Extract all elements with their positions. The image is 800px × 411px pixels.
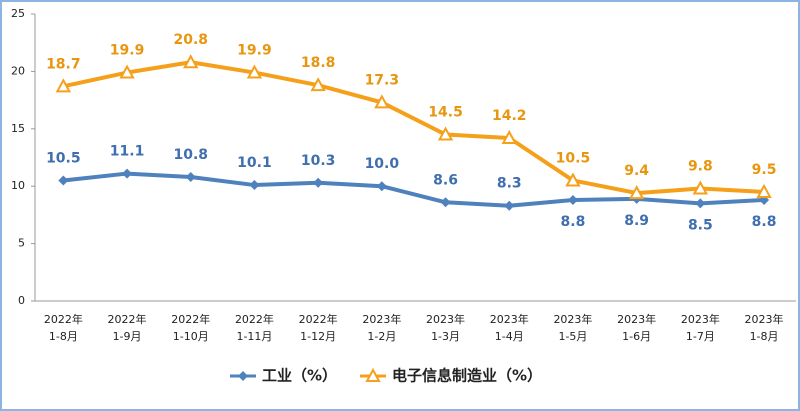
x-tick-label: 2022年 — [171, 312, 210, 326]
value-label: 9.5 — [752, 162, 777, 178]
value-label: 8.3 — [497, 176, 522, 192]
value-label: 10.8 — [173, 147, 208, 163]
x-tick-label: 1-4月 — [495, 330, 524, 343]
x-tick-label: 1-2月 — [367, 330, 396, 343]
x-tick-label: 1-7月 — [686, 330, 715, 343]
x-tick-label: 1-8月 — [49, 330, 78, 343]
x-tick-label: 2023年 — [553, 312, 592, 326]
y-tick-label: 15 — [11, 122, 25, 135]
y-tick-label: 25 — [11, 7, 25, 20]
legend-marker — [238, 371, 248, 381]
value-label: 19.9 — [237, 43, 272, 59]
point — [310, 77, 326, 92]
x-tick-label: 2023年 — [681, 312, 720, 326]
point — [567, 194, 578, 205]
point — [440, 197, 451, 208]
y-tick-label: 0 — [18, 294, 25, 307]
point — [122, 168, 133, 179]
point — [246, 64, 263, 79]
value-label: 10.5 — [46, 150, 81, 166]
point — [565, 172, 581, 187]
point — [501, 129, 517, 144]
value-label: 11.1 — [110, 144, 145, 160]
y-tick-label: 5 — [18, 237, 25, 250]
value-label: 10.1 — [237, 155, 272, 171]
value-label: 14.2 — [492, 108, 527, 124]
x-tick-label: 1-12月 — [300, 330, 336, 343]
value-label: 10.5 — [556, 150, 591, 166]
point — [183, 54, 199, 69]
series-line — [63, 171, 765, 208]
x-tick-label: 1-6月 — [622, 330, 651, 343]
value-label: 18.8 — [301, 55, 336, 71]
x-tick-label: 1-5月 — [558, 330, 587, 343]
x-tick-label: 2023年 — [617, 312, 656, 326]
x-tick-label: 1-3月 — [431, 330, 460, 343]
value-label: 8.8 — [561, 214, 586, 230]
value-label: 8.9 — [624, 213, 649, 229]
value-label: 17.3 — [365, 72, 400, 88]
point — [376, 181, 387, 192]
point — [504, 200, 515, 211]
y-tick-label: 20 — [11, 64, 25, 77]
value-label: 19.9 — [110, 43, 145, 59]
x-tick-label: 2022年 — [235, 312, 274, 326]
point — [437, 126, 454, 141]
value-label: 9.4 — [624, 163, 649, 179]
point — [119, 64, 135, 79]
point — [695, 198, 706, 209]
x-tick-label: 2022年 — [44, 312, 83, 326]
point — [628, 184, 645, 200]
point — [185, 172, 196, 183]
legend-marker — [365, 367, 381, 382]
point — [692, 180, 709, 195]
point — [313, 177, 324, 188]
value-label: 20.8 — [173, 32, 208, 48]
x-tick-label: 1-10月 — [173, 330, 209, 343]
value-label: 9.8 — [688, 158, 713, 174]
value-label: 10.0 — [365, 156, 400, 172]
point — [58, 175, 69, 186]
point — [756, 183, 772, 198]
point — [55, 78, 72, 93]
legend-label: 电子信息制造业（%） — [392, 367, 542, 385]
y-tick-label: 10 — [11, 179, 25, 192]
point — [249, 180, 260, 191]
x-tick-label: 2023年 — [490, 312, 529, 326]
x-tick-label: 2023年 — [745, 312, 784, 326]
x-tick-label: 1-11月 — [236, 330, 272, 343]
value-label: 8.5 — [688, 217, 713, 233]
value-label: 8.8 — [752, 214, 777, 230]
x-tick-label: 2022年 — [299, 312, 338, 326]
x-tick-label: 1-8月 — [750, 330, 779, 343]
legend-label: 工业（%） — [262, 367, 337, 385]
x-tick-label: 2022年 — [108, 312, 147, 326]
point — [374, 94, 390, 109]
x-tick-label: 2023年 — [362, 312, 401, 326]
value-label: 10.3 — [301, 153, 336, 169]
value-label: 14.5 — [428, 105, 463, 121]
value-label: 18.7 — [46, 56, 81, 72]
series-line — [62, 60, 765, 196]
x-tick-label: 2023年 — [426, 312, 465, 326]
x-tick-label: 1-9月 — [113, 330, 142, 343]
value-label: 8.6 — [433, 172, 458, 188]
